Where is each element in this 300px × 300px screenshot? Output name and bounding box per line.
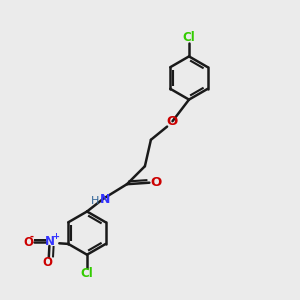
- Text: O: O: [23, 236, 33, 249]
- Text: O: O: [150, 176, 162, 189]
- Text: O: O: [42, 256, 52, 269]
- Text: N: N: [100, 193, 110, 206]
- Text: Cl: Cl: [183, 31, 195, 44]
- Text: H: H: [91, 196, 99, 206]
- Text: Cl: Cl: [81, 267, 93, 280]
- Text: N: N: [44, 235, 54, 248]
- Text: -: -: [30, 231, 34, 242]
- Text: O: O: [166, 115, 178, 128]
- Text: +: +: [52, 232, 59, 242]
